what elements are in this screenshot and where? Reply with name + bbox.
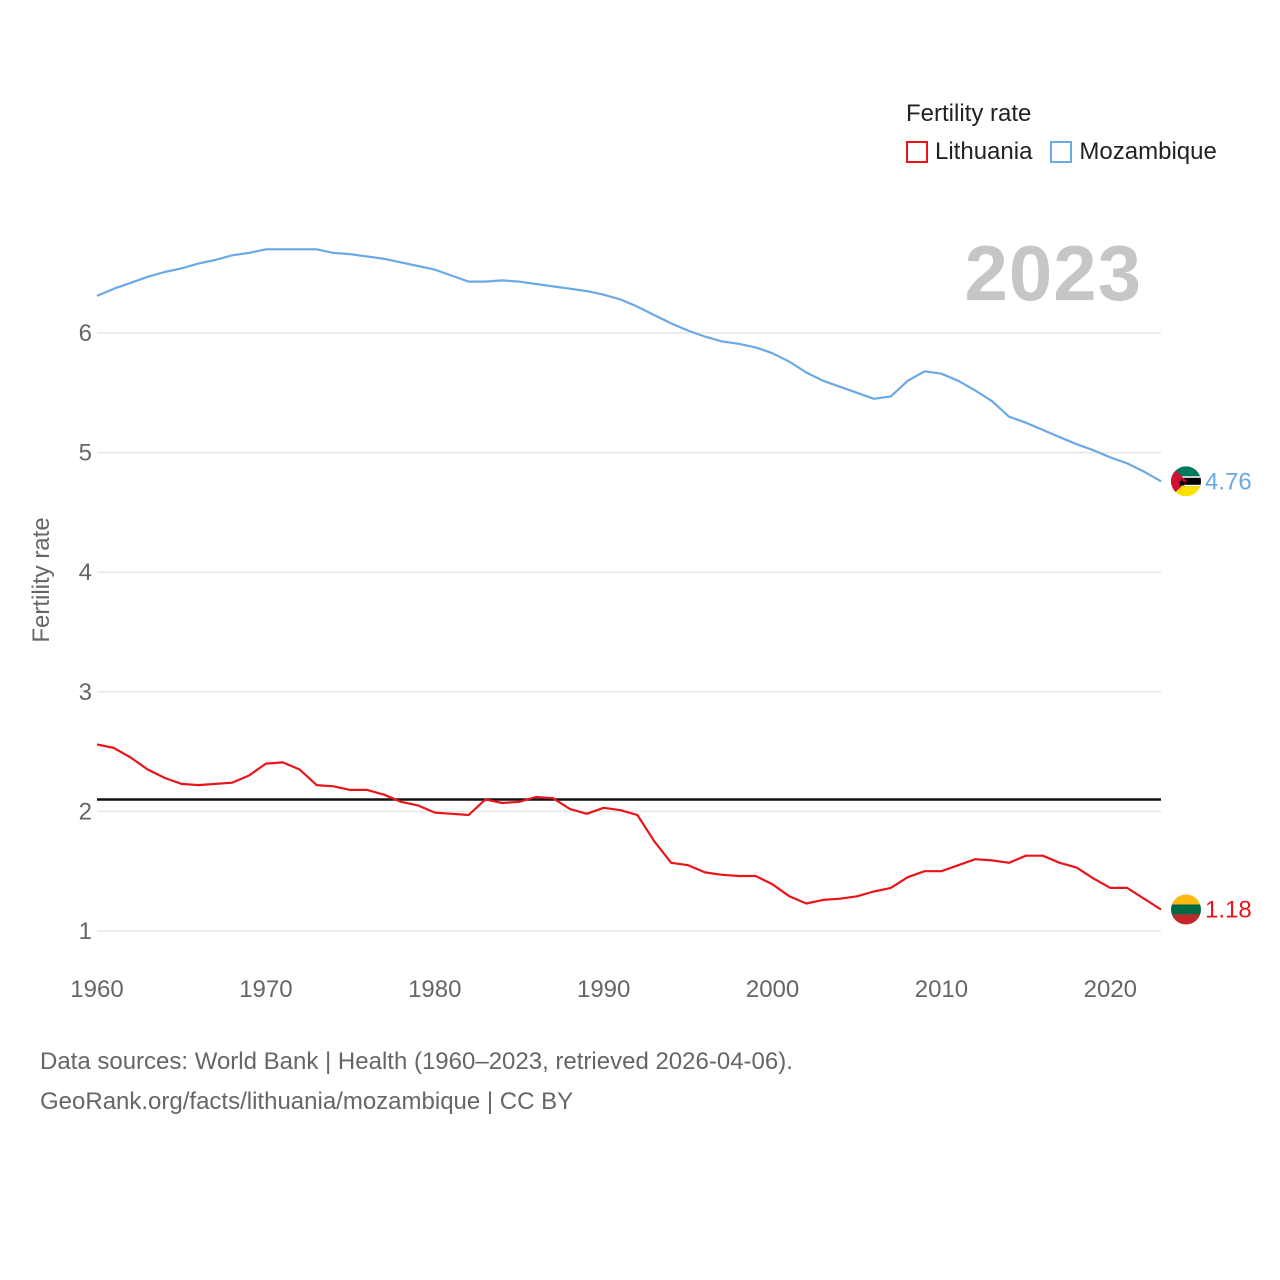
footer: Data sources: World Bank | Health (1960–… bbox=[40, 1042, 793, 1122]
legend: Fertility rate Lithuania Mozambique bbox=[906, 100, 1235, 166]
x-tick-label-1970: 1970 bbox=[239, 976, 292, 1003]
end-value-label-lithuania: 1.18 bbox=[1205, 896, 1252, 923]
x-tick-label-1990: 1990 bbox=[577, 976, 630, 1003]
y-tick-label-4: 4 bbox=[79, 559, 92, 586]
legend-label-lithuania: Lithuania bbox=[935, 138, 1033, 165]
series-line-mozambique bbox=[96, 248, 1162, 483]
legend-item-mozambique[interactable]: Mozambique bbox=[1050, 138, 1217, 166]
x-tick-label-2010: 2010 bbox=[915, 976, 968, 1003]
x-tick-label-1980: 1980 bbox=[408, 976, 461, 1003]
y-tick-label-1: 1 bbox=[79, 918, 92, 945]
y-tick-label-6: 6 bbox=[79, 320, 92, 347]
y-axis-label: Fertility rate bbox=[28, 517, 55, 643]
flag-icon-lithuania bbox=[1171, 894, 1201, 925]
current-year-label: 2023 bbox=[964, 229, 1142, 317]
y-tick-label-2: 2 bbox=[79, 798, 92, 825]
legend-swatch-mozambique bbox=[1050, 141, 1073, 163]
x-tick-label-1960: 1960 bbox=[70, 976, 123, 1003]
x-tick-label-2000: 2000 bbox=[746, 976, 799, 1003]
end-value-label-mozambique: 4.76 bbox=[1205, 468, 1252, 495]
footer-link[interactable]: GeoRank.org/facts/lithuania/mozambique |… bbox=[40, 1088, 574, 1115]
x-tick-label-2020: 2020 bbox=[1084, 976, 1137, 1003]
legend-title: Fertility rate bbox=[906, 100, 1032, 127]
svg-text:★: ★ bbox=[1177, 476, 1187, 489]
series-line-lithuania bbox=[96, 743, 1162, 911]
flag-icon-mozambique: ★ bbox=[1171, 466, 1201, 497]
legend-label-mozambique: Mozambique bbox=[1079, 138, 1217, 165]
footer-sources: Data sources: World Bank | Health (1960–… bbox=[40, 1048, 793, 1075]
legend-item-lithuania[interactable]: Lithuania bbox=[906, 138, 1032, 166]
y-tick-label-3: 3 bbox=[79, 679, 92, 706]
legend-swatch-lithuania bbox=[906, 141, 928, 163]
y-tick-label-5: 5 bbox=[79, 440, 92, 467]
